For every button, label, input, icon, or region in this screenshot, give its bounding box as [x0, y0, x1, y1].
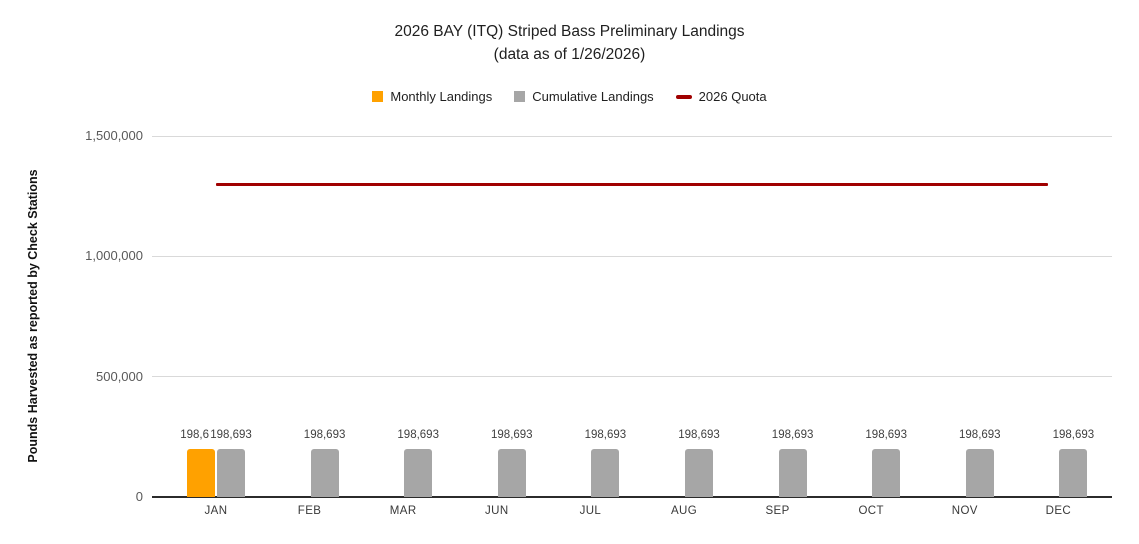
- chart-title: 2026 BAY (ITQ) Striped Bass Preliminary …: [394, 23, 745, 40]
- y-tick-label: 500,000: [96, 368, 143, 384]
- data-label-cumulative-feb: 198,693: [302, 428, 347, 443]
- x-axis-label-sep: SEP: [765, 505, 790, 517]
- data-label-cumulative-dec: 198,693: [1051, 428, 1096, 443]
- legend-label: 2026 Quota: [698, 89, 767, 104]
- x-axis-line: [152, 496, 1112, 498]
- data-label-cumulative-jun: 198,693: [490, 428, 534, 443]
- legend-label: Monthly Landings: [390, 89, 493, 104]
- x-axis-label-jan: JAN: [204, 505, 228, 517]
- x-axis-label-feb: FEB: [297, 505, 322, 517]
- data-label-cumulative-jan: 198,693: [209, 428, 253, 443]
- data-label-cumulative-aug: 198,693: [677, 428, 721, 443]
- legend-item-cumulative-landings: Cumulative Landings: [514, 89, 654, 104]
- data-label-cumulative-sep: 198,693: [770, 428, 815, 443]
- y-tick-label: 0: [135, 489, 143, 504]
- data-label-cumulative-nov: 198,693: [958, 428, 1002, 443]
- quota-dash-icon: [675, 94, 692, 99]
- bar-cumulative-mar: [404, 449, 433, 497]
- monthly-landings-swatch-icon: [372, 91, 384, 102]
- bar-cumulative-jun: [497, 449, 526, 497]
- gridline: [152, 135, 1112, 137]
- bar-monthly-jan: [187, 449, 215, 497]
- gridline: [152, 255, 1112, 257]
- x-axis-label-oct: OCT: [858, 505, 884, 517]
- x-axis-label-dec: DEC: [1045, 505, 1072, 517]
- legend-item-monthly-landings: Monthly Landings: [372, 89, 492, 104]
- legend-item-quota: 2026 Quota: [675, 89, 767, 104]
- data-label-cumulative-jul: 198,693: [583, 428, 628, 443]
- bar-cumulative-sep: [778, 449, 807, 497]
- bar-cumulative-dec: [1059, 449, 1088, 497]
- bar-cumulative-nov: [965, 449, 994, 497]
- y-axis-title: Pounds Harvested as reported by Check St…: [26, 169, 40, 463]
- bar-cumulative-jan: [217, 449, 245, 497]
- chart-subtitle: (data as of 1/26/2026): [493, 46, 646, 63]
- data-label-cumulative-oct: 198,693: [864, 428, 908, 443]
- data-label-cumulative-mar: 198,693: [396, 428, 440, 443]
- bar-cumulative-jul: [591, 449, 620, 497]
- y-tick-label: 1,000,000: [85, 248, 143, 264]
- x-axis-label-mar: MAR: [389, 505, 417, 517]
- gridline: [152, 376, 1112, 378]
- quota-line: [216, 183, 1049, 186]
- x-axis-label-jul: JUL: [579, 505, 602, 517]
- y-tick-label: 1,500,000: [85, 128, 143, 143]
- legend-label: Cumulative Landings: [532, 89, 654, 104]
- bar-cumulative-feb: [310, 449, 339, 497]
- x-axis-label-jun: JUN: [485, 505, 509, 517]
- chart-legend: Monthly Landings Cumulative Landings 202…: [0, 89, 1139, 104]
- plot-area: 198,693 198,693 JAN 198,693 FEB 198,693 MAR 198…: [152, 135, 1112, 517]
- bar-cumulative-oct: [872, 449, 901, 497]
- cumulative-landings-swatch-icon: [514, 91, 526, 102]
- x-axis-label-aug: AUG: [670, 505, 698, 517]
- bar-cumulative-aug: [685, 449, 713, 497]
- x-axis-label-nov: NOV: [951, 505, 978, 517]
